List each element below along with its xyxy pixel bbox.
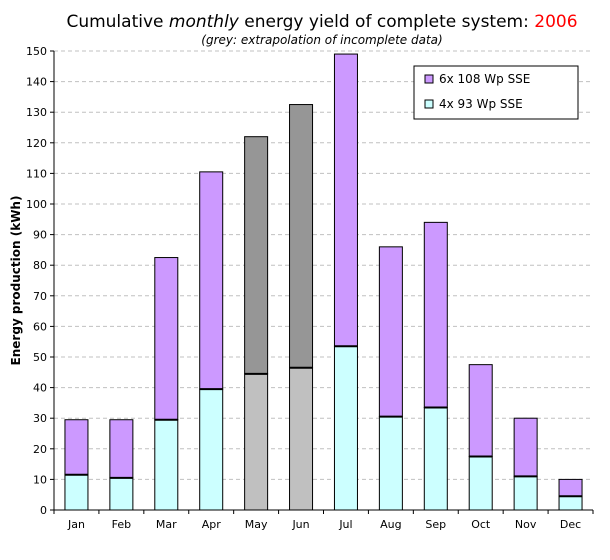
x-tick-label: Mar [156, 518, 177, 531]
x-tick-label: Jan [67, 518, 85, 531]
chart-subtitle: (grey: extrapolation of incomplete data) [201, 33, 442, 47]
x-tick-labels: Jan Feb Mar Apr May Jun Jul Aug Sep Oct Nov Dec [53, 510, 594, 531]
y-tick-labels: 0 10 20 30 40 50 60 70 80 90 100 110 120 130 140 150 [26, 45, 54, 517]
title-emphasis: monthly [169, 12, 240, 32]
bar-jun-bottom [289, 367, 314, 511]
y-tick-label: 130 [26, 106, 47, 119]
y-tick-label: 50 [33, 351, 47, 364]
x-tick-label: Apr [202, 518, 222, 531]
bar-mar-top [154, 257, 179, 421]
bar-oct-top [468, 364, 493, 457]
title-suffix: energy yield of complete system: [239, 12, 534, 32]
x-tick-label: Feb [112, 518, 131, 531]
legend: 6x 108 Wp SSE 4x 93 Wp SSE [413, 65, 579, 120]
y-tick-label: 60 [33, 320, 47, 333]
legend-label-bottom: 4x 93 Wp SSE [439, 97, 523, 111]
bar-jan-top [64, 419, 89, 476]
x-tick-label: Oct [471, 518, 491, 531]
bar-jul-top [333, 53, 358, 347]
bar-sep-bottom [423, 406, 448, 511]
y-axis-label: Energy production (kWh) [9, 196, 23, 366]
y-tick-label: 110 [26, 167, 47, 180]
x-tick-label: Nov [515, 518, 537, 531]
bar-nov-top [513, 417, 538, 477]
y-tick-label: 90 [33, 229, 47, 242]
y-tick-label: 40 [33, 382, 47, 395]
bar-feb-bottom [109, 477, 134, 511]
bar-jul-bottom [333, 345, 358, 511]
y-tick-label: 10 [33, 473, 47, 486]
x-tick-label: May [245, 518, 268, 531]
y-tick-label: 0 [40, 504, 47, 517]
bars [64, 53, 583, 511]
chart-title: Cumulative monthly energy yield of compl… [66, 12, 577, 32]
x-tick-label: Aug [380, 518, 401, 531]
x-tick-label: Jun [291, 518, 309, 531]
y-tick-label: 20 [33, 443, 47, 456]
axes [53, 51, 593, 511]
x-tick-label: Dec [560, 518, 581, 531]
bar-aug-bottom [378, 416, 403, 511]
y-tick-label: 80 [33, 259, 47, 272]
y-tick-label: 140 [26, 76, 47, 89]
y-tick-label: 30 [33, 412, 47, 425]
x-tick-label: Jul [338, 518, 352, 531]
bar-aug-top [378, 246, 403, 418]
y-tick-label: 150 [26, 45, 47, 58]
bar-sep-top [423, 221, 448, 408]
legend-swatch-top [424, 74, 434, 84]
legend-box [413, 65, 579, 120]
bar-jan-bottom [64, 474, 89, 511]
bar-dec-top [558, 478, 583, 497]
y-tick-label: 100 [26, 198, 47, 211]
bar-dec-bottom [558, 495, 583, 511]
legend-swatch-bottom [424, 99, 434, 109]
title-prefix: Cumulative [66, 12, 168, 32]
bar-oct-bottom [468, 455, 493, 511]
bar-nov-bottom [513, 475, 538, 511]
title-year: 2006 [534, 12, 577, 32]
y-tick-label: 120 [26, 137, 47, 150]
bar-feb-top [109, 419, 134, 479]
bar-may-top [244, 136, 269, 375]
y-tick-label: 70 [33, 290, 47, 303]
bar-may-bottom [244, 373, 269, 511]
bar-jun-top [289, 104, 314, 369]
bar-mar-bottom [154, 419, 179, 511]
bar-apr-bottom [199, 388, 224, 511]
legend-label-top: 6x 108 Wp SSE [439, 72, 530, 86]
x-tick-label: Sep [425, 518, 446, 531]
bar-apr-top [199, 171, 224, 390]
